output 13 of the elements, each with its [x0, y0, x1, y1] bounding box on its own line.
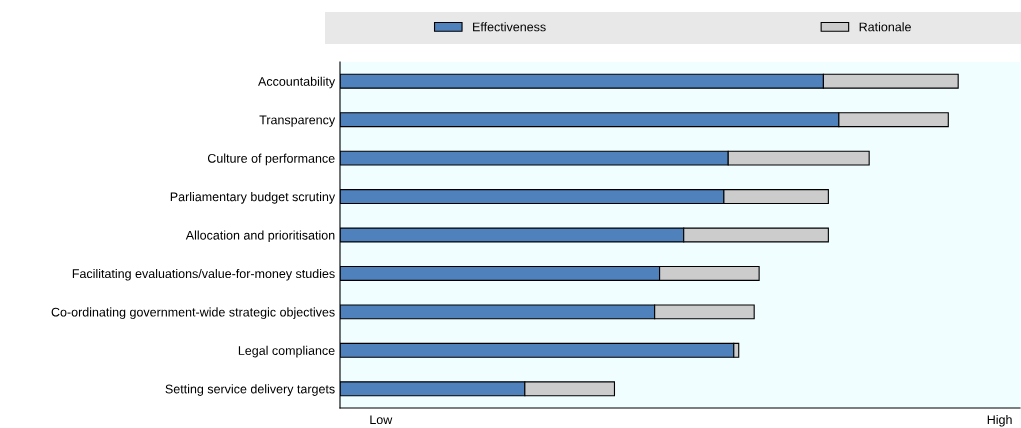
y-tick-label: Culture of performance	[207, 153, 335, 166]
y-tick-label: Facilitating evaluations/value-for-money studies	[72, 268, 335, 281]
y-tick-label: Legal compliance	[238, 345, 335, 358]
text: Low	[370, 415, 393, 425]
y-tick-label: Setting service delivery targets	[165, 384, 335, 396]
y-tick-label: Transparency	[259, 115, 336, 127]
y-tick-label: Co-ordinating government-wide strategic objectives	[51, 307, 335, 320]
legend-label: Effectiveness	[473, 22, 546, 32]
y-tick-label: Allocation and prioritisation	[185, 230, 335, 243]
legend-label: Rationale	[859, 22, 911, 32]
y-tick-label: Accountability	[258, 76, 336, 89]
y-tick-label: Parliamentary budget scrutiny	[170, 192, 336, 204]
text: High	[987, 414, 1012, 427]
